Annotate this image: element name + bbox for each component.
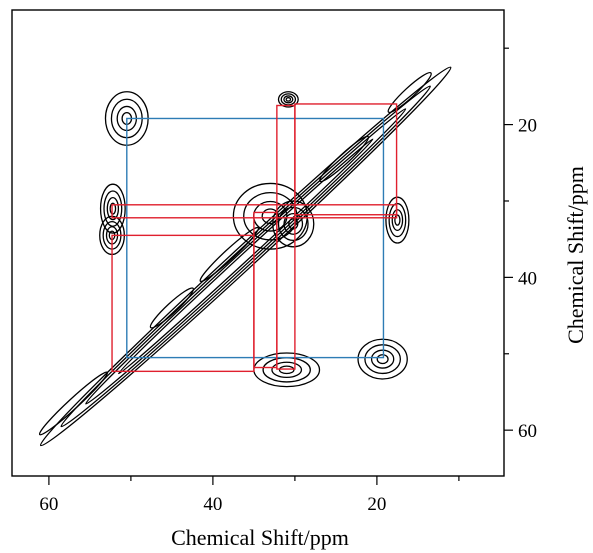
cross-peak-contour	[285, 97, 292, 102]
cross-peak-contour	[288, 218, 299, 230]
diagonal-lobe-contour	[319, 135, 370, 183]
diagonal-lobe-contour	[199, 226, 260, 283]
cross-peak-contour	[277, 91, 299, 108]
x-axis-label: Chemical Shift/ppm	[171, 525, 349, 550]
y-tick-label: 60	[518, 421, 537, 442]
connectivity-box	[294, 103, 398, 216]
cross-peak-contour	[232, 182, 308, 250]
cross-peak-contour	[253, 200, 288, 232]
cross-peak-contour	[370, 349, 395, 369]
cross-peak-contour	[391, 209, 404, 232]
diagonal-contour	[117, 138, 374, 375]
cross-peak-contour	[99, 183, 126, 234]
cross-peak-contour	[364, 344, 402, 375]
cross-peak-contour	[106, 196, 120, 221]
cross-peak-contour	[376, 354, 389, 365]
y-axis-ticks: 20 40 60	[504, 47, 537, 442]
cross-peak-contour	[388, 202, 407, 238]
cross-peak-contour	[385, 196, 410, 244]
cross-peak-contour	[357, 338, 408, 380]
connectivity-lines	[111, 103, 398, 373]
x-tick-label: 40	[203, 494, 222, 515]
cross-peak-contour	[283, 95, 294, 104]
x-tick-label: 20	[367, 494, 386, 515]
plot-frame	[11, 9, 505, 477]
diagonal-lobe-contour	[387, 71, 432, 114]
cross-peak-contour	[394, 214, 401, 226]
cross-peak-contour	[272, 200, 315, 248]
diagonal-contour	[60, 85, 431, 428]
cross-peak-contour	[283, 212, 304, 235]
cross-peak-contour	[271, 361, 303, 379]
y-tick-label: 40	[518, 268, 537, 289]
cross-peak-contour	[103, 190, 123, 227]
diagonal-contour	[39, 66, 452, 447]
cross-peak-contour	[109, 202, 117, 215]
cross-peak-contour	[243, 191, 298, 241]
diagonal-contour	[85, 108, 407, 405]
y-tick-label: 20	[518, 116, 537, 137]
cross-peak-contour	[262, 357, 311, 383]
y-axis-label: Chemical Shift/ppm	[563, 166, 588, 344]
connectivity-box	[126, 117, 385, 359]
x-tick-label: 60	[39, 494, 58, 515]
diagonal-lobe-contour	[38, 371, 109, 436]
cross-peak-contour	[278, 365, 295, 375]
cross-peak-contour	[277, 206, 309, 242]
diagonal-lobe-contour	[149, 287, 195, 329]
cross-peak-contour	[261, 208, 280, 225]
connectivity-box	[276, 104, 296, 370]
x-axis-ticks: 60 40 20	[39, 476, 460, 515]
